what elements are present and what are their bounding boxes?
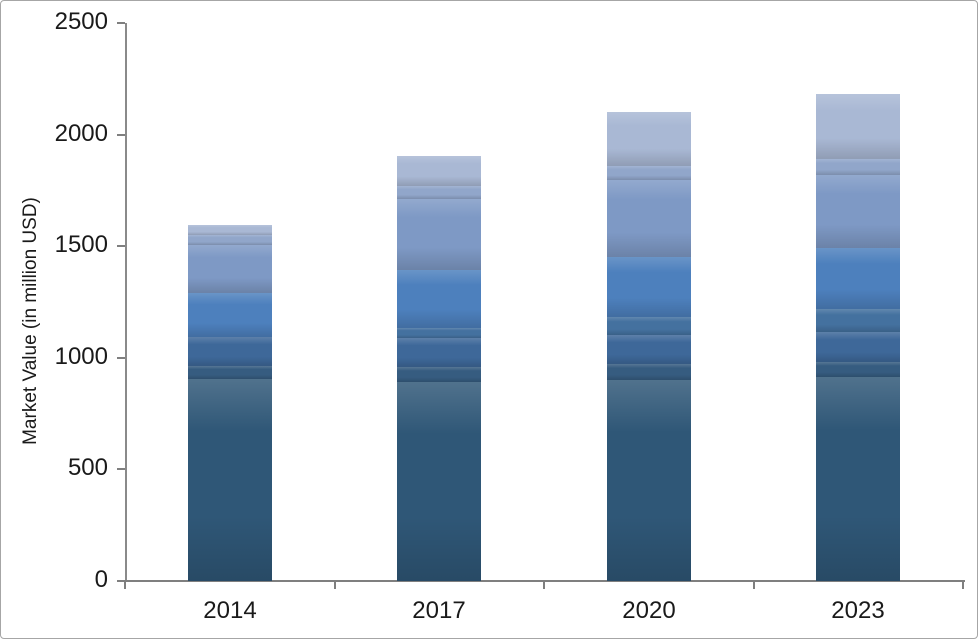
bar-2017-segment-3 (397, 337, 482, 367)
bar-2014-segment-6 (187, 245, 272, 294)
bar-2014-segment-3 (187, 336, 272, 366)
x-axis-tick (124, 581, 126, 589)
bar-2020-segment-4 (606, 316, 691, 336)
bar-2014-segment-8-top (187, 224, 272, 236)
bar-2023-segment-3 (816, 332, 901, 363)
y-axis-line (125, 23, 127, 581)
bar-2020-segment-6 (606, 180, 691, 258)
y-axis-tick (117, 356, 125, 359)
bar-2017-segment-6 (397, 199, 482, 270)
x-axis-label-2020: 2020 (622, 597, 676, 624)
bar-2020-segment-5 (606, 257, 691, 317)
bar-2017-segment-1-bottom (397, 382, 482, 581)
y-axis-tick (117, 22, 125, 24)
y-tick-label-1500: 1500 (54, 231, 108, 259)
x-axis-tick (333, 581, 336, 589)
y-tick-label-500: 500 (67, 454, 108, 482)
x-axis-tick (752, 581, 755, 589)
y-axis-tick (117, 580, 125, 582)
y-tick-label-2500: 2500 (54, 8, 108, 36)
y-axis-tick (117, 245, 125, 248)
bar-2023-segment-6 (816, 174, 901, 249)
bar-2014-segment-1-bottom (187, 379, 272, 581)
bar-2020-segment-2 (606, 364, 691, 381)
bar-2014-segment-5 (187, 293, 272, 337)
bar-2014-segment-7 (187, 235, 272, 246)
bar-2023-segment-7 (816, 159, 901, 175)
bar-2017-segment-4 (397, 327, 482, 338)
bar-2017-segment-5 (397, 269, 482, 328)
x-axis-line (125, 580, 965, 582)
y-tick-label-2000: 2000 (54, 119, 108, 147)
bar-2020-segment-1-bottom (606, 380, 691, 581)
bar-2020-segment-3 (606, 335, 691, 365)
y-tick-label-0: 0 (94, 566, 108, 594)
y-tick-label-1000: 1000 (54, 342, 108, 370)
bar-2023-segment-5 (816, 248, 901, 309)
bar-2023-segment-8-top (816, 94, 901, 160)
bar-2023-segment-2 (816, 362, 901, 377)
x-axis-tick (543, 581, 545, 589)
bar-2017-segment-7 (397, 185, 482, 200)
bar-2017-segment-8-top (397, 155, 482, 186)
bar-2023-segment-1-bottom (816, 376, 901, 581)
x-axis-tick (962, 581, 964, 589)
y-axis-tick (117, 468, 125, 471)
x-axis-label-2014: 2014 (203, 597, 257, 624)
bar-2020-segment-8-top (606, 112, 691, 166)
y-axis-tick (117, 133, 125, 136)
bar-2023-segment-4 (816, 308, 901, 333)
bar-2020-segment-7 (606, 165, 691, 181)
x-axis-label-2017: 2017 (412, 597, 466, 624)
bar-2017-segment-2 (397, 366, 482, 383)
bar-2014-segment-2 (187, 365, 272, 379)
x-axis-label-2023: 2023 (831, 597, 885, 624)
